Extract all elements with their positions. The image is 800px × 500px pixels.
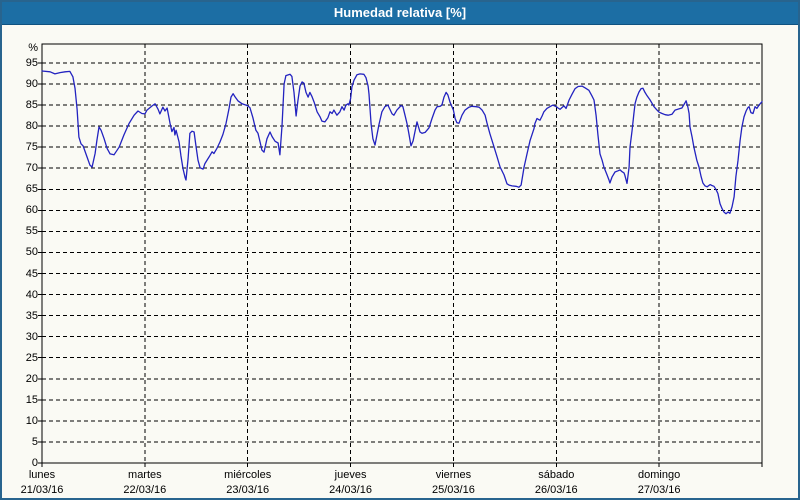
y-tick-label: 15 <box>25 393 38 406</box>
y-tick-label: 35 <box>25 309 38 322</box>
y-tick-label: 5 <box>31 435 38 448</box>
y-tick-label: 75 <box>25 141 38 154</box>
y-tick-label: 0 <box>31 457 38 469</box>
x-date-label: 22/03/16 <box>123 484 167 496</box>
y-tick-label: 65 <box>25 183 38 196</box>
plot-border <box>41 43 763 464</box>
y-tick-label: 80 <box>25 120 38 133</box>
x-date-label: 27/03/16 <box>637 484 681 496</box>
y-tick-label: 20 <box>25 372 38 385</box>
humidity-series-line <box>41 70 763 215</box>
y-tick-label: 25 <box>25 351 38 364</box>
y-tick-label: 70 <box>25 162 38 175</box>
x-date-label: 24/03/16 <box>329 484 372 496</box>
x-day-name-label: miércoles <box>224 469 272 481</box>
x-day-name-label: martes <box>128 469 162 481</box>
x-day-name-label: viernes <box>435 469 472 481</box>
y-tick-label: 45 <box>25 267 38 280</box>
x-date-label: 23/03/16 <box>226 484 270 496</box>
y-tick-label: 85 <box>25 99 38 112</box>
x-day-name-label: sábado <box>538 469 575 481</box>
chart-title: Humedad relativa [%] <box>333 5 467 20</box>
x-date-label: 21/03/16 <box>20 484 64 496</box>
x-date-label: 25/03/16 <box>432 484 475 496</box>
y-tick-label: 90 <box>25 78 38 90</box>
y-tick-label: 50 <box>25 246 38 259</box>
chart-title-bar: Humedad relativa [%] <box>2 2 798 25</box>
y-tick-label: 60 <box>25 204 38 217</box>
y-axis-unit-label: % <box>28 41 38 54</box>
x-day-name-label: lunes <box>28 469 56 481</box>
x-day-name-label: domingo <box>638 469 681 481</box>
y-tick-label: 40 <box>25 288 38 301</box>
y-tick-label: 95 <box>25 56 38 69</box>
x-day-name-label: jueves <box>334 469 367 481</box>
y-tick-label: 55 <box>25 225 38 238</box>
x-date-label: 26/03/16 <box>534 484 578 496</box>
y-tick-label: 30 <box>25 330 38 343</box>
y-tick-label: 10 <box>25 414 38 427</box>
